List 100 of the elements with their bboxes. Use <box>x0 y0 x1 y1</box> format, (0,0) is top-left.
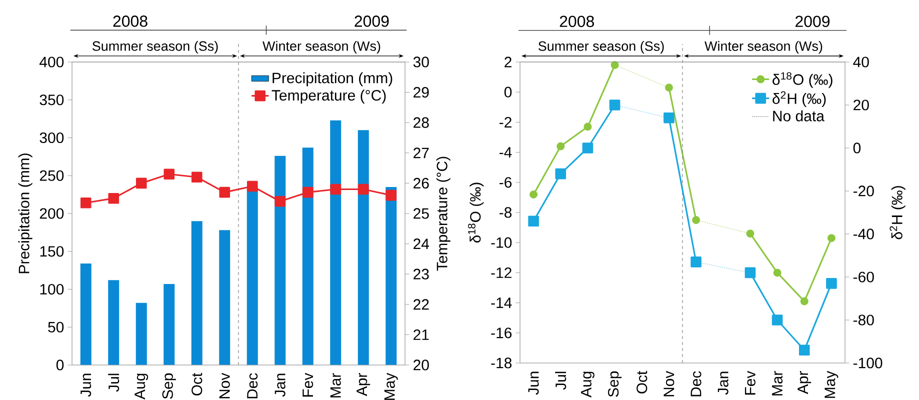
bar <box>219 230 230 365</box>
y2-tick-label: 22 <box>414 299 429 310</box>
x-tick-label: Aug <box>580 372 594 398</box>
point <box>582 142 594 154</box>
y2-tick-label: 23 <box>414 268 429 280</box>
bar <box>274 156 286 365</box>
y-tick-label: -4 <box>500 147 512 158</box>
point <box>136 178 147 189</box>
y-tick-label: 150 <box>40 246 64 257</box>
y2-tick-label: -40 <box>853 228 874 240</box>
x-tick-label: Jun <box>80 374 92 397</box>
y2-axis-title: Temperature (°C) <box>436 156 450 271</box>
y2-tick-label: 26 <box>414 178 429 189</box>
point <box>746 230 754 238</box>
point <box>80 197 92 208</box>
y2-tick-label: -80 <box>853 314 874 326</box>
y2-tick-label: 25 <box>414 208 429 219</box>
y2-tick-label: 21 <box>414 329 429 340</box>
x-tick-label: Dec <box>690 371 702 396</box>
y-tick-label: -8 <box>500 207 512 218</box>
x-tick-label: Apr <box>356 373 370 396</box>
point <box>584 122 592 131</box>
x-tick-label: Nov <box>219 372 230 398</box>
bar <box>191 221 202 365</box>
y2-tick-label: 27 <box>414 148 429 158</box>
x-tick-label: Dec <box>247 373 258 398</box>
y-tick-label: -16 <box>491 328 512 338</box>
y2-tick-label: -20 <box>853 186 874 196</box>
y2-tick-label: 40 <box>853 56 869 68</box>
x-tick-label: Mar <box>330 373 341 398</box>
point <box>108 192 120 204</box>
point <box>664 84 673 92</box>
y-tick-label: -2 <box>500 116 512 128</box>
y-tick-label: 0 <box>504 86 512 98</box>
text: 2008 <box>560 16 594 28</box>
bar <box>302 148 314 365</box>
text: Winter season (Ws) <box>262 40 380 54</box>
point <box>798 344 810 356</box>
text: Summer season (Ss) <box>538 40 664 54</box>
x-tick-label: Mar <box>772 371 783 396</box>
point <box>827 234 836 242</box>
point <box>330 184 342 195</box>
x-tick-label: Sep <box>608 371 622 397</box>
y-tick-label: 0 <box>56 360 64 370</box>
x-tick-label: Fev <box>302 372 314 397</box>
x-tick-label: Jun <box>528 372 539 395</box>
point <box>530 190 538 198</box>
y2-tick-label: 28 <box>414 117 429 128</box>
legend-label: δ$^{2}$H (‰) <box>772 91 826 107</box>
y2-tick-label: -100 <box>853 358 882 368</box>
y-tick-label: 2 <box>504 56 512 68</box>
point <box>528 216 539 226</box>
y-tick-label: -6 <box>500 177 512 188</box>
x-tick-label: Sep <box>162 373 176 399</box>
legend-label: No data <box>773 110 824 122</box>
y-tick-label: -10 <box>491 237 512 248</box>
point <box>609 100 620 110</box>
y2-tick-label: 29 <box>414 86 429 98</box>
point <box>800 297 808 306</box>
y2-tick-label: 24 <box>414 238 430 250</box>
point <box>773 268 782 277</box>
legend-label: δ$^{18}$O (‰) <box>772 72 832 88</box>
y-tick-label: 100 <box>40 284 64 295</box>
bar <box>358 130 369 365</box>
x-tick-label: Fev <box>744 370 756 395</box>
y-axis-title: Precipitation (mm) <box>18 154 32 274</box>
y-tick-label: 200 <box>40 208 64 219</box>
y2-tick-label: 20 <box>414 360 429 370</box>
bar <box>330 120 342 365</box>
legend-label: Precipitation (mm) <box>272 72 392 86</box>
text: 2009 <box>354 16 389 27</box>
bar <box>136 302 147 365</box>
y2-tick-label: -60 <box>853 272 874 282</box>
x-tick-label: Jan <box>718 372 728 395</box>
point <box>246 180 258 192</box>
point <box>744 267 756 278</box>
point <box>772 314 783 326</box>
point <box>386 190 397 201</box>
point <box>555 168 566 180</box>
point <box>164 168 175 180</box>
point <box>826 278 837 289</box>
x-tick-label: Jul <box>108 374 120 392</box>
y-tick-label: -12 <box>491 267 512 278</box>
legend-label: Temperature (°C) <box>272 90 386 104</box>
y-tick-label: 350 <box>40 94 64 106</box>
y-tick-label: 50 <box>48 322 64 332</box>
y-tick-label: 400 <box>40 56 64 68</box>
text: 2009 <box>796 16 830 28</box>
x-tick-label: Nov <box>664 370 674 396</box>
point <box>274 196 286 207</box>
point <box>664 112 674 124</box>
point <box>690 256 702 268</box>
x-tick-label: Jul <box>555 372 566 390</box>
bar <box>386 186 397 365</box>
bar <box>108 280 120 365</box>
x-tick-label: Jan <box>274 374 286 397</box>
x-tick-label: Oct <box>636 370 648 394</box>
y2-tick-label: 30 <box>413 56 429 68</box>
x-tick-label: May <box>824 370 838 398</box>
x-tick-label: Apr <box>798 371 812 394</box>
